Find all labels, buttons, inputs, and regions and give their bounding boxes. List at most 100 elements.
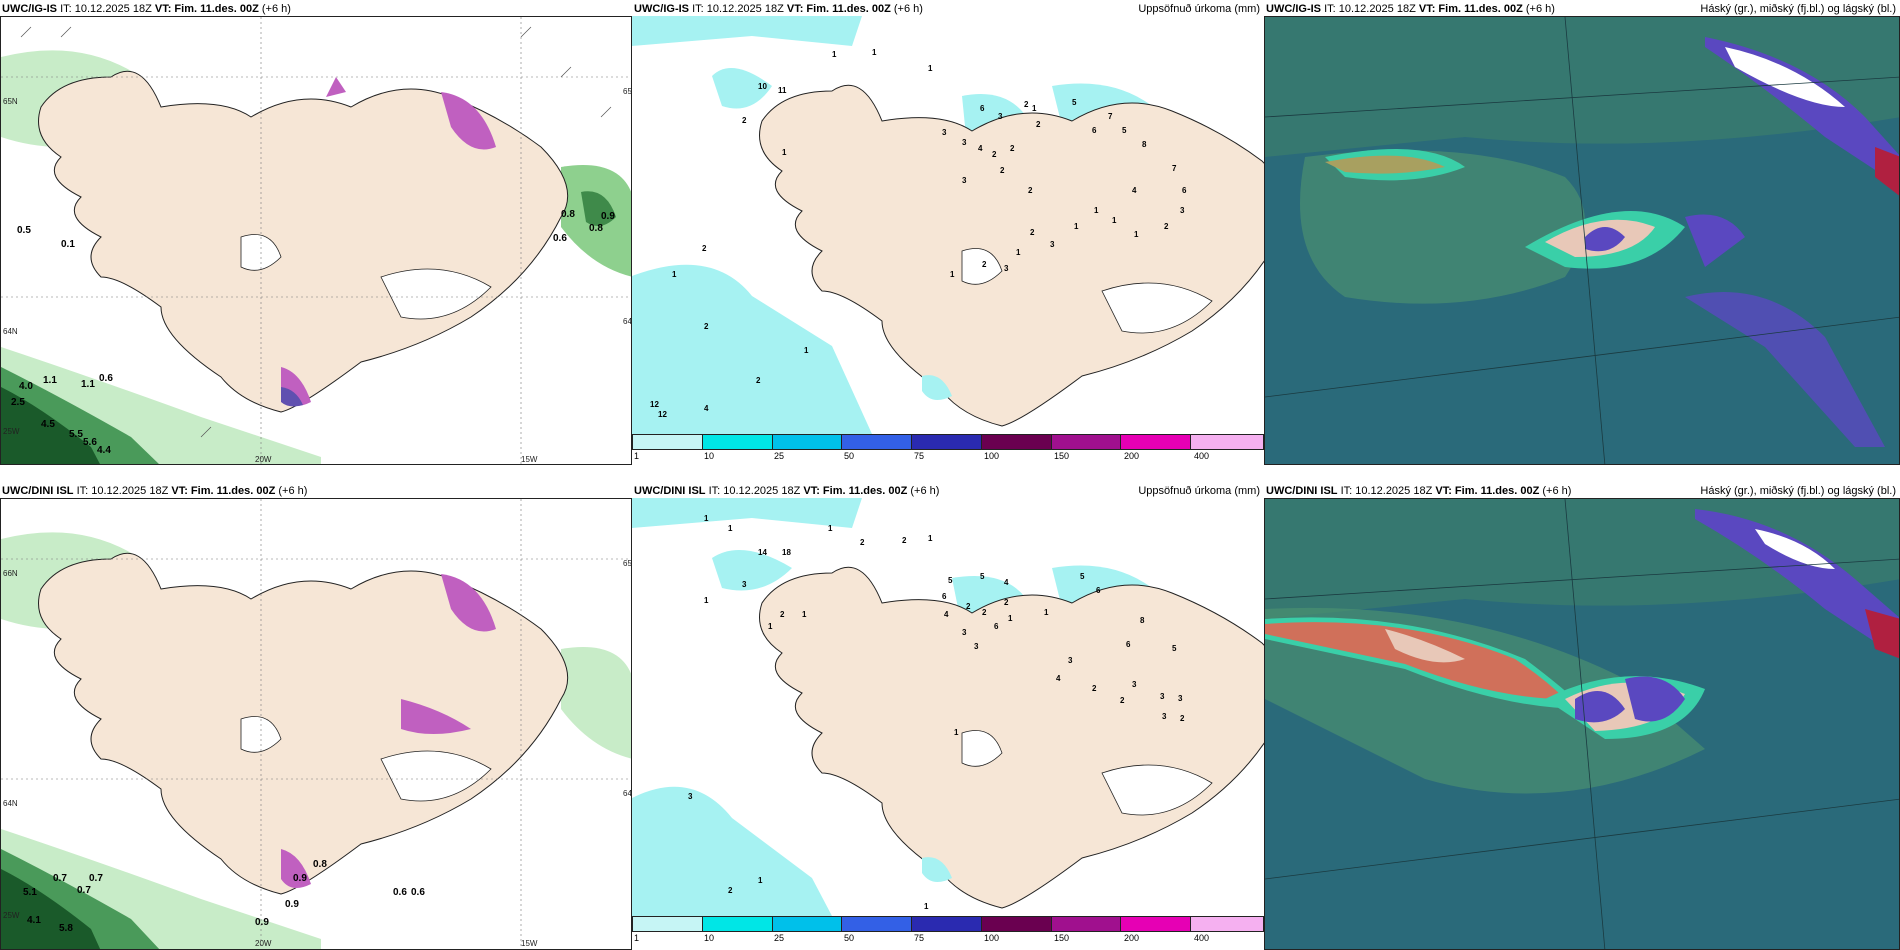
cloud-map[interactable] — [1264, 498, 1900, 950]
precip-value: 6 — [980, 104, 985, 113]
precip-value: 3 — [1132, 680, 1137, 689]
axis-label: 64N — [3, 327, 18, 336]
panel-dini-clouds: UWC/DINI ISL IT: 10.12.2025 18Z VT: Fim.… — [1264, 482, 1900, 950]
legend-tick: 200 — [1124, 451, 1140, 461]
precip-value: 4 — [1132, 186, 1137, 195]
precip-map-graphic — [632, 16, 1264, 434]
precip-value: 3 — [1178, 694, 1183, 703]
precip-value: 2 — [702, 244, 707, 253]
legend-tick: 400 — [1194, 451, 1210, 461]
precip-map[interactable]: 1 1 1 10 11 2 1 6 3 2 3 3 4 2 3 2 2 2 2 … — [632, 16, 1264, 434]
value-label: 4.4 — [97, 445, 111, 456]
precip-value: 3 — [1180, 206, 1185, 215]
precip-value: 2 — [704, 322, 709, 331]
precip-value: 5 — [1122, 126, 1127, 135]
precip-value: 6 — [942, 592, 947, 601]
value-label: 4.0 — [19, 381, 33, 392]
precip-value: 2 — [728, 886, 733, 895]
legend-tick: 25 — [774, 933, 785, 943]
precip-value: 6 — [994, 622, 999, 631]
value-label: 0.6 — [99, 373, 113, 384]
axis-label: 66N — [3, 569, 18, 578]
init-time: IT: 10.12.2025 18Z — [76, 485, 169, 497]
wind-map-graphic — [1, 17, 631, 464]
panel-dini-wind: UWC/DINI ISL IT: 10.12.2025 18Z VT: Fim.… — [0, 482, 632, 950]
precip-value: 4 — [704, 404, 709, 413]
precip-value: 2 — [780, 610, 785, 619]
axis-label: 65N — [3, 97, 18, 106]
precip-value: 1 — [672, 270, 677, 279]
precip-value: 2 — [1092, 684, 1097, 693]
precip-value: 4 — [1004, 578, 1009, 587]
precip-value: 2 — [1164, 222, 1169, 231]
precip-value: 1 — [928, 64, 933, 73]
precip-value: 3 — [942, 128, 947, 137]
axis-label: 20W — [255, 455, 272, 464]
legend-swatch — [772, 917, 843, 931]
legend-tick: 50 — [844, 933, 855, 943]
precip-value: 1 — [832, 50, 837, 59]
precip-value: 7 — [1108, 112, 1113, 121]
valid-time: VT: Fim. 11.des. 00Z — [171, 485, 276, 497]
precip-value: 5 — [1072, 98, 1077, 107]
value-label: 0.9 — [255, 917, 269, 928]
axis-label: 64N — [623, 317, 632, 326]
precip-value: 2 — [742, 116, 747, 125]
precip-value: 2 — [1028, 186, 1033, 195]
init-time: IT: 10.12.2025 18Z — [1324, 3, 1416, 15]
precip-value: 1 — [1032, 104, 1037, 113]
precip-value: 1 — [1044, 608, 1049, 617]
wind-map[interactable]: 0.7 0.7 5.1 0.7 4.1 5.8 0.9 0.9 0.6 0.6 … — [0, 498, 632, 950]
init-time: IT: 10.12.2025 18Z — [1340, 485, 1433, 497]
precip-value: 5 — [948, 576, 953, 585]
legend-tick: 400 — [1194, 933, 1210, 943]
precip-value: 2 — [982, 260, 987, 269]
precip-value: 4 — [944, 610, 949, 619]
precip-value: 2 — [1120, 696, 1125, 705]
lead-time: (+6 h) — [261, 3, 291, 15]
axis-label: 25W — [3, 427, 20, 436]
axis-label: 64N — [3, 799, 18, 808]
valid-time: VT: Fim. 11.des. 00Z — [786, 3, 891, 15]
precip-legend: 1 10 25 50 75 100 150 200 400 — [632, 434, 1264, 464]
legend-swatch — [772, 435, 843, 449]
legend-tick: 1 — [634, 933, 640, 943]
value-label: 1.1 — [81, 379, 95, 390]
precip-value: 6 — [1096, 586, 1101, 595]
wind-map[interactable]: 0.5 0.1 0.8 0.8 0.9 0.6 4.0 1.1 1.1 0.6 … — [0, 16, 632, 465]
init-time: IT: 10.12.2025 18Z — [60, 3, 152, 15]
precip-value: 7 — [1172, 164, 1177, 173]
legend-swatch — [981, 435, 1052, 449]
precip-value: 2 — [1180, 714, 1185, 723]
precip-value: 3 — [688, 792, 693, 801]
value-label: 0.1 — [61, 239, 75, 250]
precip-value: 12 — [650, 400, 659, 409]
model-name: UWC/IG-IS — [1266, 3, 1321, 15]
value-label: 0.8 — [589, 223, 603, 234]
legend-tick: 100 — [984, 933, 1000, 943]
precip-value: 8 — [1142, 140, 1147, 149]
precip-value: 10 — [758, 82, 767, 91]
precip-value: 2 — [1010, 144, 1015, 153]
precip-value: 3 — [962, 138, 967, 147]
precip-value: 1 — [704, 596, 709, 605]
legend-tick: 1 — [634, 451, 640, 461]
value-label: 0.8 — [313, 859, 327, 870]
precip-value: 6 — [1126, 640, 1131, 649]
cloud-map[interactable] — [1264, 16, 1900, 465]
precip-value: 1 — [872, 48, 877, 57]
model-name: UWC/IG-IS — [634, 3, 689, 15]
legend-swatch — [1191, 435, 1264, 449]
precip-value: 1 — [728, 524, 733, 533]
precip-value: 6 — [1092, 126, 1097, 135]
legend-swatch — [1051, 435, 1122, 449]
precip-value: 5 — [1172, 644, 1177, 653]
precip-value: 1 — [704, 514, 709, 523]
precip-value: 1 — [1112, 216, 1117, 225]
precip-value: 5 — [980, 572, 985, 581]
panel-header: UWC/DINI ISL IT: 10.12.2025 18Z VT: Fim.… — [0, 482, 632, 500]
precip-value: 1 — [804, 346, 809, 355]
precip-map[interactable]: 1 1 1 2 2 1 14 18 3 1 2 1 5 4 5 6 2 2 3 … — [632, 498, 1264, 916]
precip-value: 1 — [1134, 230, 1139, 239]
value-label: 0.7 — [53, 873, 67, 884]
